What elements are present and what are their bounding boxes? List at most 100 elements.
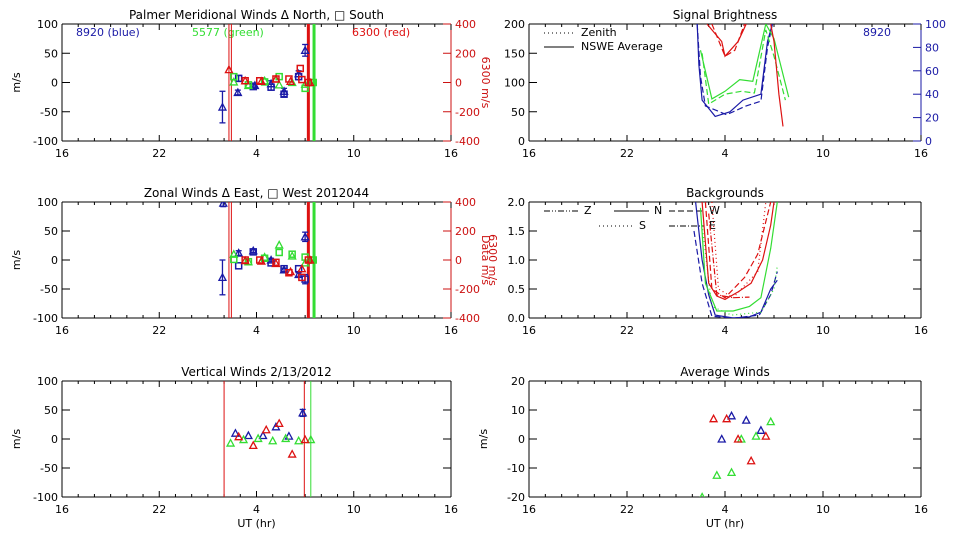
- x-tick-label: 22: [152, 503, 166, 516]
- series-line-6300-w: [704, 202, 772, 299]
- y2-tick-label: 0: [455, 77, 462, 90]
- y-tick-label: -50: [40, 106, 58, 119]
- legend-label: NSWE Average: [581, 40, 663, 53]
- chart-zonal: Zonal Winds Δ East, □ West 2012044 16 22 4 1…: [10, 186, 499, 337]
- data-point-square: [285, 269, 293, 277]
- x-tick-label: 4: [253, 324, 260, 337]
- data-point-square: [280, 264, 288, 273]
- x-tick-label: 16: [914, 147, 928, 160]
- data-point-triangle: [230, 428, 241, 437]
- data-point-triangle: [271, 258, 281, 268]
- data-point-triangle: [766, 416, 776, 426]
- series-line-8920-s: [693, 230, 778, 318]
- data-point-triangle: [726, 410, 737, 420]
- y-tick-label: 50: [44, 404, 58, 417]
- series-line-6300-average: [706, 24, 747, 58]
- x-tick-label: 16: [444, 147, 458, 160]
- data-point-triangle: [726, 467, 737, 476]
- x-tick-label: 4: [722, 324, 729, 337]
- y2-tick-label: -400: [455, 135, 480, 148]
- y-tick-label: 0: [518, 433, 525, 446]
- data-point-triangle: [248, 440, 258, 450]
- y-axis-label: m/s: [10, 250, 23, 270]
- data-point-square: [304, 78, 313, 87]
- data-point-triangle: [225, 438, 236, 447]
- data-point-square: [272, 75, 280, 83]
- x-tick-label: 10: [347, 147, 361, 160]
- data-point-triangle: [761, 431, 771, 440]
- data-point-triangle: [218, 202, 228, 207]
- y-tick-label: 100: [37, 375, 58, 388]
- data-point-triangle: [298, 408, 308, 417]
- data-point-triangle: [297, 263, 307, 273]
- legend-label: Zenith: [581, 26, 617, 39]
- legend-label: W: [709, 204, 720, 217]
- data-point-square: [272, 258, 280, 267]
- data-point-triangle: [756, 425, 766, 434]
- data-point-triangle: [274, 240, 284, 249]
- y2-tick-label: 200: [455, 225, 476, 238]
- annotation-label: 5577 (green): [192, 26, 264, 39]
- data-point-square: [230, 255, 238, 264]
- annotation-label: 6300 (red): [352, 26, 410, 39]
- x-tick-label: 16: [914, 503, 928, 516]
- series-group: [696, 24, 790, 127]
- data-point-triangle: [300, 45, 310, 54]
- x-tick-label: 22: [152, 147, 166, 160]
- left-axis-label: 6300 m/s: [479, 57, 492, 109]
- data-point-triangle: [284, 431, 294, 440]
- legend-label: N: [654, 204, 662, 217]
- chart-title: Vertical Winds 2/13/2012: [181, 365, 332, 379]
- data-point-square: [255, 76, 264, 85]
- data-point-square: [298, 273, 306, 282]
- x-tick-label: 4: [722, 503, 729, 516]
- y-tick-label: -50: [40, 283, 58, 296]
- data-point-triangle: [717, 434, 727, 443]
- chart-meridional: Palmer Meridional Winds Δ North, □ South…: [10, 8, 480, 160]
- series-line-5577-zenith: [701, 29, 786, 106]
- series-group: [693, 202, 778, 318]
- x-tick-label: 10: [816, 324, 830, 337]
- data-point-triangle: [712, 470, 722, 479]
- x-tick-label: 16: [914, 324, 928, 337]
- data-point-square: [296, 64, 305, 73]
- chart-title: Palmer Meridional Winds Δ North, □ South: [129, 8, 384, 22]
- y2-tick-label: -200: [455, 283, 480, 296]
- series-line-6300-e: [708, 213, 750, 299]
- y-tick-label: 1.5: [508, 225, 526, 238]
- x-tick-label: 22: [620, 324, 634, 337]
- x-axis-label: UT (hr): [706, 517, 744, 530]
- data-point-square: [230, 72, 238, 81]
- y-tick-label: -10: [507, 462, 525, 475]
- data-point-square: [241, 256, 249, 264]
- y-tick-label: -100: [33, 135, 58, 148]
- chart-title: Signal Brightness: [673, 8, 778, 22]
- x-tick-label: 16: [55, 324, 69, 337]
- data-point-square: [288, 250, 296, 258]
- data-point-square: [241, 76, 249, 85]
- y-tick-label: 0: [51, 433, 58, 446]
- x-tick-label: 16: [522, 324, 536, 337]
- y-axis-label: m/s: [477, 429, 490, 449]
- series-group: [217, 43, 317, 124]
- data-point-triangle: [281, 433, 291, 443]
- x-tick-label: 16: [55, 503, 69, 516]
- data-point-triangle: [229, 249, 239, 258]
- y-tick-label: 50: [511, 106, 525, 119]
- data-point-triangle: [274, 418, 284, 427]
- y-tick-label: 100: [37, 18, 58, 31]
- x-tick-label: 16: [55, 147, 69, 160]
- data-point-triangle: [229, 77, 239, 86]
- y2-tick-label: 60: [925, 65, 939, 78]
- y2-tick-label: -400: [455, 312, 480, 325]
- data-point-triangle: [722, 413, 732, 423]
- y-tick-label: 0: [518, 135, 525, 148]
- data-point-triangle: [741, 415, 751, 424]
- legend-label: S: [639, 219, 646, 232]
- y-tick-label: 0.0: [508, 312, 526, 325]
- y2-tick-label: 400: [455, 18, 476, 31]
- data-point-triangle: [287, 251, 297, 260]
- y-tick-label: 200: [504, 18, 525, 31]
- y2-tick-label: 20: [925, 112, 939, 125]
